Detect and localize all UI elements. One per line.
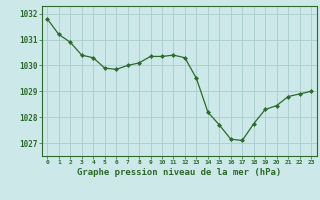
X-axis label: Graphe pression niveau de la mer (hPa): Graphe pression niveau de la mer (hPa) (77, 168, 281, 177)
